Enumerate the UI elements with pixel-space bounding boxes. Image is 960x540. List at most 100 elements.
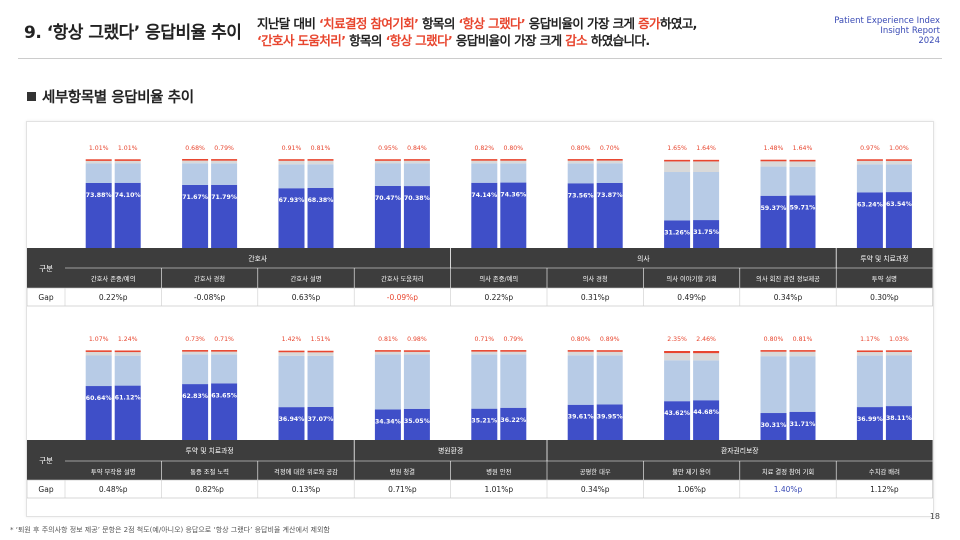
data-label-always: 59.37%	[761, 205, 787, 212]
table-category-row	[65, 461, 933, 480]
bar-always	[403, 186, 430, 248]
gap-value: 0.30%p	[870, 293, 899, 302]
bar-always	[596, 182, 623, 248]
data-label-always: 74.10%	[115, 192, 141, 199]
report-label: Patient Experience Index Insight Report …	[834, 16, 940, 46]
bar-always	[211, 184, 238, 248]
bar-always	[500, 407, 527, 440]
bar-always	[664, 220, 691, 248]
data-label-never: 1.51%	[311, 336, 331, 343]
stacked-bar-chart: 73.88% 1.01% 74.10% 1.01% 71.67% 0.68% 71.79% 0…	[27, 145, 933, 499]
data-label-never: 1.65%	[667, 145, 687, 152]
data-label-always: 71.79%	[211, 194, 237, 201]
bar-sometimes	[374, 160, 401, 164]
bar-never	[85, 159, 112, 161]
bar-usually	[856, 355, 883, 408]
bar-sometimes	[85, 160, 112, 164]
bar-always	[664, 401, 691, 440]
bar-never	[403, 350, 430, 352]
category-label: 치료 결정 참여 기회	[762, 467, 814, 476]
data-label-always: 61.12%	[115, 395, 141, 402]
data-label-never: 0.68%	[185, 145, 205, 152]
bar-always	[374, 185, 401, 248]
data-label-always: 31.75%	[693, 229, 719, 236]
bar-usually	[471, 163, 498, 183]
bar-sometimes	[114, 160, 141, 164]
bar-usually	[114, 163, 141, 183]
headline-highlight: ‘항상 그랬다’	[385, 33, 453, 48]
data-label-always: 36.22%	[500, 417, 526, 424]
headline-text: 항목의	[418, 16, 459, 31]
headline-text: 항목의	[345, 33, 386, 48]
gap-value: 0.48%p	[99, 485, 128, 494]
data-label-always: 38.11%	[886, 415, 912, 422]
gap-value: 0.82%p	[195, 485, 224, 494]
gap-value: 0.13%p	[292, 485, 321, 494]
data-label-always: 73.87%	[597, 192, 623, 199]
bar-usually	[693, 360, 720, 401]
data-label-never: 1.07%	[89, 336, 109, 343]
gap-value: 0.49%p	[677, 293, 706, 302]
bar-usually	[664, 172, 691, 221]
category-label: 병원 안전	[486, 467, 511, 476]
bar-usually	[500, 354, 527, 408]
category-label: 병원 청결	[390, 467, 415, 476]
category-label: 간호사 설명	[291, 274, 322, 283]
bar-never	[182, 350, 209, 352]
data-label-always: 67.93%	[279, 197, 305, 204]
bar-always	[307, 407, 334, 440]
data-label-always: 43.62%	[664, 410, 690, 417]
table-gap-row	[27, 287, 933, 307]
page-number: 18	[929, 512, 940, 521]
bar-usually	[693, 172, 720, 221]
bar-usually	[567, 355, 594, 405]
data-label-always: 70.38%	[404, 195, 430, 202]
gap-value: 0.34%p	[581, 485, 610, 494]
bar-always	[693, 220, 720, 248]
data-label-always: 39.95%	[597, 413, 623, 420]
data-label-never: 0.97%	[860, 145, 880, 152]
data-label-never: 0.82%	[474, 145, 494, 152]
gap-value: 0.63%p	[292, 293, 321, 302]
bar-sometimes	[760, 161, 787, 167]
table-group-header: 투약 및 치료과정	[186, 446, 234, 455]
data-label-never: 1.03%	[889, 336, 909, 343]
bar-sometimes	[789, 161, 816, 167]
category-label: 간호사 경청	[194, 274, 225, 283]
gap-value: 0.22%p	[99, 293, 128, 302]
headline-summary: 지난달 대비 ‘치료결정 참여기회’ 항목의 ‘항상 그랬다’ 응답비율이 가장…	[257, 15, 697, 49]
category-label: 걱정에 대한 위로와 공감	[274, 467, 338, 476]
section-title-text: 세부항목별 응답비율 추이	[42, 90, 194, 106]
data-label-never: 0.81%	[378, 336, 398, 343]
category-label: 통증 조절 노력	[190, 468, 229, 476]
bar-sometimes	[278, 160, 305, 165]
table-group-header: 간호사	[248, 254, 268, 263]
data-label-never: 0.91%	[282, 145, 302, 152]
bar-usually	[885, 355, 912, 407]
bar-never	[789, 159, 816, 162]
bar-never	[278, 350, 305, 353]
bar-usually	[374, 354, 401, 410]
data-label-never: 1.01%	[118, 145, 138, 152]
bar-never	[760, 159, 787, 162]
gap-value: 0.71%p	[388, 485, 417, 494]
data-label-always: 62.83%	[182, 393, 208, 400]
gap-value: 0.31%p	[581, 293, 610, 302]
data-label-never: 0.73%	[185, 336, 205, 343]
bar-always	[856, 192, 883, 248]
data-label-never: 1.42%	[282, 336, 302, 343]
bar-sometimes	[278, 352, 305, 356]
bar-never	[596, 350, 623, 352]
data-label-never: 0.80%	[503, 145, 523, 152]
data-label-always: 63.24%	[857, 201, 883, 208]
headline-text: 응답비율이 가장 크게	[525, 16, 639, 31]
bar-usually	[114, 355, 141, 386]
data-label-never: 0.95%	[378, 145, 398, 152]
bar-always	[567, 404, 594, 440]
bar-never	[885, 159, 912, 161]
bar-never	[789, 350, 816, 352]
bar-usually	[85, 355, 112, 387]
header-divider	[18, 58, 942, 59]
footnote: * ‘퇴원 후 주의사항 정보 제공’ 문항은 2점 척도(예/아니오) 응답으…	[10, 526, 330, 534]
bar-always	[760, 195, 787, 248]
